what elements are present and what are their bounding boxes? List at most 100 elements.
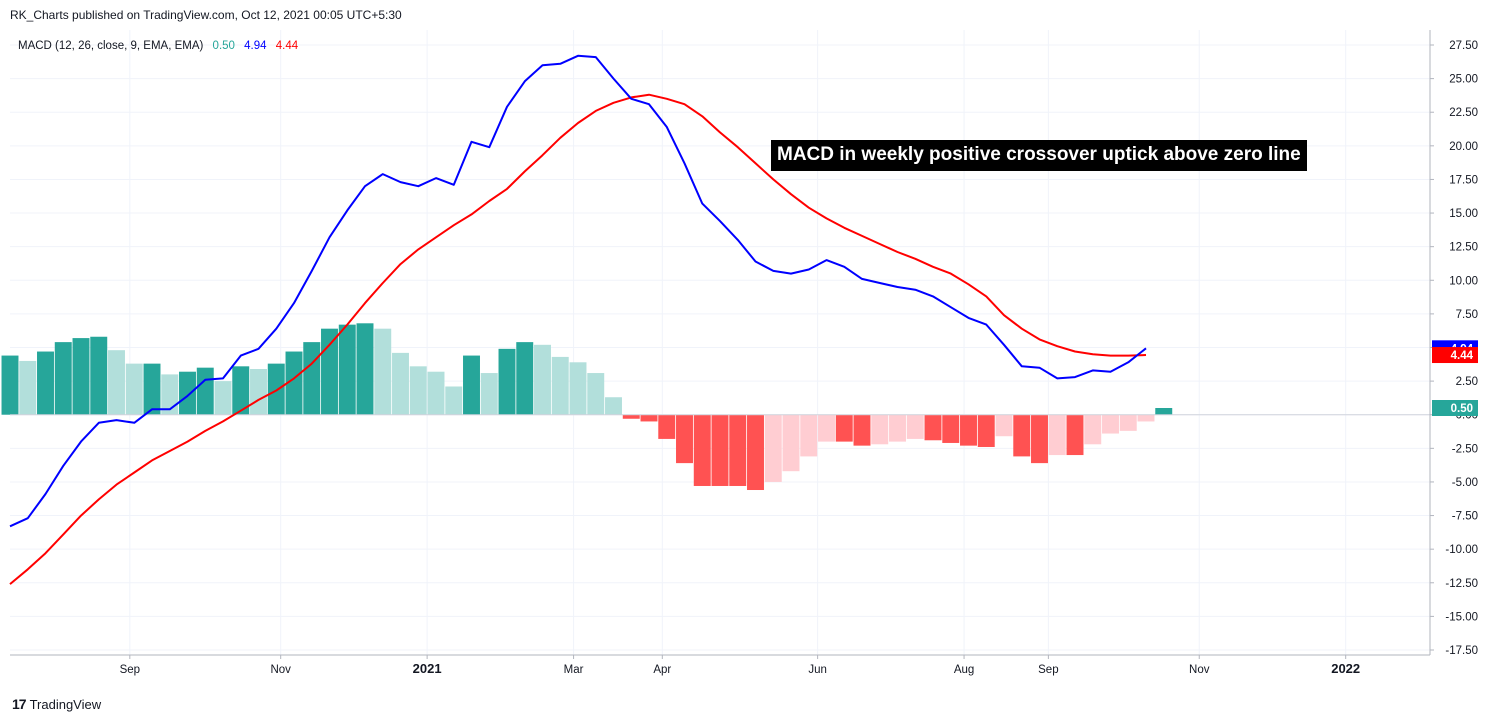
- histogram-bar: [321, 328, 338, 415]
- histogram-bar: [587, 373, 605, 415]
- last-value-badge: [1432, 347, 1478, 364]
- histogram-bar: [72, 338, 90, 415]
- histogram-bar: [1048, 414, 1066, 456]
- histogram-bar: [480, 373, 498, 415]
- histogram-bar: [676, 414, 693, 464]
- histogram-bar: [1, 355, 19, 415]
- histogram-bar: [356, 323, 374, 415]
- histogram-bar: [250, 369, 267, 415]
- histogram-bar: [1066, 414, 1084, 456]
- histogram-bar: [108, 350, 125, 415]
- histogram-bar: [640, 414, 658, 422]
- indicator-legend[interactable]: MACD (12, 26, close, 9, EMA, EMA) 0.50 4…: [18, 40, 300, 52]
- histogram-bar: [37, 351, 54, 415]
- price-tick-label: -12.50: [1445, 578, 1478, 590]
- histogram-bar: [747, 414, 764, 491]
- histogram-bar: [19, 360, 37, 415]
- histogram-bar: [569, 362, 587, 415]
- time-tick-label: Nov: [270, 664, 291, 676]
- histogram-bar: [605, 397, 622, 415]
- histogram-bar: [409, 366, 427, 415]
- histogram-bar: [90, 336, 108, 415]
- time-tick-label: Sep: [1038, 664, 1058, 676]
- histogram-bar: [1119, 414, 1137, 431]
- price-tick-label: 25.00: [1449, 74, 1478, 86]
- price-scale[interactable]: 27.50 25.00 22.50 20.00 17.50 15.00 12.50 10.00…: [1430, 40, 1478, 657]
- signal-line: [9, 93, 1147, 585]
- time-tick-label: Nov: [1189, 664, 1210, 676]
- histogram-bar: [143, 363, 161, 415]
- histogram-bar: [711, 414, 729, 486]
- price-tick-label: 2.50: [1456, 376, 1478, 388]
- histogram-bar: [179, 371, 196, 415]
- histogram-bar: [871, 414, 889, 445]
- histogram-bar: [924, 414, 942, 441]
- price-tick-label: -17.50: [1445, 645, 1478, 657]
- annotation-label[interactable]: MACD in weekly positive crossover uptick…: [771, 140, 1307, 171]
- last-value-label: 4.44: [1451, 350, 1474, 362]
- price-tick-label: -7.50: [1452, 511, 1478, 523]
- price-tick-label: 7.50: [1456, 309, 1478, 321]
- time-tick-label: 2022: [1331, 661, 1360, 676]
- histogram-bar: [1084, 414, 1102, 445]
- histogram-bar: [392, 352, 409, 415]
- histogram-bar: [516, 342, 534, 415]
- tradingview-logo-icon: 17: [12, 696, 27, 712]
- price-tick-label: 12.50: [1449, 242, 1478, 254]
- histogram-bar: [267, 363, 285, 415]
- histogram-bar: [374, 328, 392, 415]
- price-tick-label: 15.00: [1449, 208, 1478, 220]
- legend-macd-value: 4.94: [244, 40, 267, 52]
- indicator-name: MACD (12, 26, close, 9, EMA, EMA): [18, 40, 204, 52]
- last-value-badges: 4.944.440.50: [1432, 340, 1478, 416]
- legend-signal-value: 4.44: [275, 40, 299, 52]
- histogram-bar: [764, 414, 782, 482]
- histogram-bar: [1102, 414, 1119, 434]
- histogram-bar: [196, 367, 214, 415]
- price-tick-label: -10.00: [1445, 544, 1478, 556]
- price-tick-label: -5.00: [1452, 477, 1478, 489]
- price-tick-label: 22.50: [1449, 107, 1478, 119]
- histogram-bar: [285, 351, 303, 415]
- histogram-bar: [54, 342, 72, 415]
- time-tick-label: 2021: [413, 661, 442, 676]
- histogram-bar: [942, 414, 960, 443]
- price-tick-label: -2.50: [1452, 443, 1478, 455]
- histogram-bar: [1155, 408, 1173, 415]
- last-value-label: 0.50: [1451, 403, 1473, 415]
- grid-lines: [10, 30, 1430, 655]
- time-tick-label: Aug: [954, 664, 974, 676]
- histogram-bar: [498, 348, 516, 415]
- macd-line: [9, 54, 1147, 528]
- histogram-bar: [161, 374, 179, 415]
- histogram-bar: [818, 414, 835, 442]
- time-tick-label: Jun: [808, 664, 827, 676]
- histogram-bar: [729, 414, 747, 486]
- legend-histogram-value: 0.50: [212, 40, 235, 52]
- histogram-bar: [853, 414, 871, 446]
- time-scale[interactable]: Sep Nov 2021 Mar Apr Jun Aug Sep Nov 2022: [120, 655, 1361, 676]
- histogram-bar: [214, 381, 232, 415]
- last-value-badge: [1432, 400, 1478, 416]
- histogram-bar: [463, 355, 480, 415]
- histogram-bar: [622, 414, 640, 419]
- price-tick-label: 27.50: [1449, 40, 1478, 52]
- histogram-bar: [427, 371, 445, 415]
- histogram-bar: [977, 414, 995, 447]
- time-tick-label: Mar: [564, 664, 584, 676]
- macd-signal-lines: [9, 54, 1147, 585]
- brand-name: TradingView: [29, 696, 102, 712]
- histogram-bar: [835, 414, 853, 442]
- histogram-bar: [1137, 414, 1155, 422]
- price-tick-label: 10.00: [1449, 275, 1478, 287]
- histogram-bar: [782, 414, 800, 472]
- footer-brand[interactable]: 17 TradingView: [12, 696, 101, 712]
- time-tick-label: Sep: [120, 664, 140, 676]
- histogram-bar: [800, 414, 818, 457]
- histogram-bar: [534, 344, 551, 415]
- histogram-bar: [551, 356, 569, 415]
- histogram-bar: [995, 414, 1013, 437]
- histogram-bar: [338, 324, 356, 415]
- histogram-bar: [1031, 414, 1048, 464]
